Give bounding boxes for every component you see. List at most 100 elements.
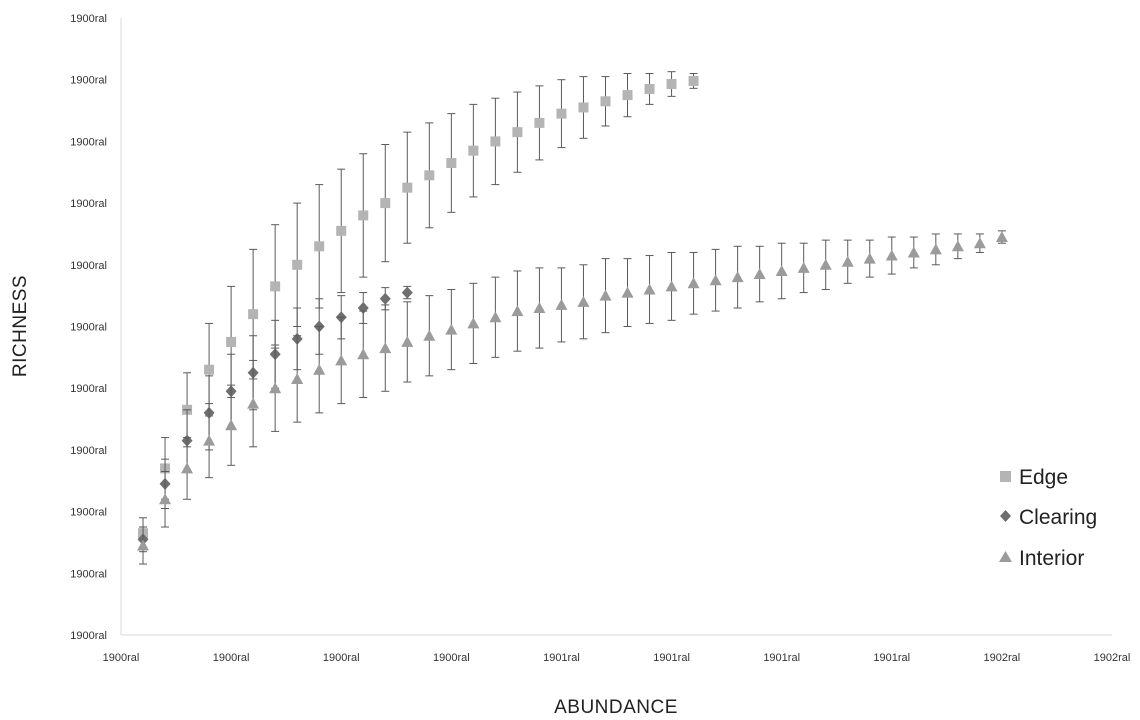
data-point-interior [159, 470, 172, 528]
legend-clearing-label: Clearing [1019, 506, 1097, 529]
x-tick-label: 1901ral [873, 652, 910, 664]
legend-item-interior: Interior [999, 547, 1084, 570]
marker-triangle [599, 289, 612, 301]
marker-triangle [401, 335, 414, 347]
series-edge [138, 71, 699, 550]
data-point-interior [577, 264, 590, 340]
data-point-interior [775, 242, 788, 300]
data-point-interior [137, 526, 150, 565]
marker-square [578, 102, 589, 113]
marker-square [270, 281, 281, 292]
axes [120, 18, 1112, 636]
marker-triangle [555, 298, 568, 310]
x-tick-label: 1900ral [323, 652, 360, 664]
data-point-interior [357, 310, 370, 398]
marker-triangle [467, 317, 480, 329]
data-point-edge [622, 73, 633, 118]
data-point-edge [424, 122, 435, 229]
marker-square [358, 210, 369, 221]
marker-triangle [841, 255, 854, 267]
marker-triangle [357, 348, 370, 360]
marker-triangle [929, 243, 942, 255]
marker-square [336, 225, 347, 236]
data-point-interior [203, 403, 216, 479]
data-point-interior [951, 233, 964, 260]
legend-edge-square-icon [1000, 471, 1011, 482]
marker-triangle [621, 286, 634, 298]
marker-triangle [335, 354, 348, 366]
data-point-interior [555, 267, 568, 343]
marker-diamond [401, 286, 413, 299]
x-tick-label: 1900ral [433, 652, 470, 664]
marker-square [512, 127, 523, 138]
marker-triangle [181, 462, 194, 474]
legend-item-clearing: Clearing [1000, 506, 1097, 529]
data-point-interior [247, 359, 260, 448]
marker-diamond [379, 292, 391, 305]
data-point-interior [511, 270, 524, 352]
data-point-interior [885, 236, 898, 275]
data-point-edge [292, 202, 303, 327]
data-point-interior [489, 276, 502, 358]
y-tick-label: 1900ral [70, 198, 107, 210]
data-point-interior [665, 251, 678, 321]
data-point-clearing [401, 285, 413, 300]
series-group [137, 71, 1008, 565]
marker-triangle [533, 301, 546, 313]
marker-square [204, 364, 215, 375]
data-point-interior [621, 258, 634, 327]
data-point-interior [599, 258, 612, 334]
data-point-edge [512, 91, 523, 173]
marker-triangle [137, 539, 150, 551]
marker-triangle [379, 342, 392, 354]
y-tick-label: 1900ral [70, 136, 107, 148]
y-axis-title: RICHNESS [10, 275, 31, 377]
marker-triangle [159, 493, 172, 505]
data-point-interior [269, 344, 282, 432]
x-tick-label: 1901ral [543, 652, 580, 664]
marker-triangle [863, 252, 876, 264]
data-point-interior [929, 233, 942, 266]
data-point-interior [401, 301, 414, 383]
y-tick-label: 1900ral [70, 445, 107, 457]
marker-triangle [731, 271, 744, 283]
data-point-interior [731, 245, 744, 309]
data-point-edge [336, 168, 347, 294]
y-tick-label: 1900ral [70, 630, 107, 642]
data-point-interior [863, 239, 876, 278]
marker-triangle [577, 295, 590, 307]
x-tick-label: 1900ral [103, 652, 140, 664]
data-point-edge [644, 73, 655, 105]
legend-clearing-diamond-icon [1000, 510, 1011, 522]
data-point-interior [445, 288, 458, 371]
marker-square [666, 79, 677, 90]
legend-interior-label: Interior [1019, 547, 1084, 570]
marker-square [490, 136, 501, 147]
marker-triangle [313, 363, 326, 375]
data-point-interior [995, 230, 1008, 244]
data-point-interior [753, 245, 766, 303]
data-point-edge [688, 73, 699, 89]
x-tick-label: 1901ral [763, 652, 800, 664]
data-point-interior [841, 239, 854, 284]
legend: Edge Clearing Interior [999, 466, 1097, 570]
data-point-interior [291, 335, 304, 423]
x-tick-labels: 1900ral 1900ral 1900ral 1900ral 1901ral 1901r… [103, 652, 1131, 664]
data-point-edge [446, 113, 457, 213]
data-point-edge [402, 131, 413, 244]
marker-square [226, 336, 237, 347]
y-tick-label: 1900ral [70, 13, 107, 25]
data-point-interior [819, 239, 832, 290]
marker-square [534, 117, 545, 128]
data-point-interior [973, 233, 986, 253]
marker-triangle [907, 246, 920, 258]
marker-triangle [753, 268, 766, 280]
data-point-interior [379, 304, 392, 392]
x-tick-label: 1902ral [1094, 652, 1131, 664]
marker-square [644, 83, 655, 94]
marker-triangle [203, 434, 216, 446]
marker-square [622, 90, 633, 101]
legend-item-edge: Edge [1000, 466, 1068, 489]
marker-triangle [995, 231, 1008, 243]
